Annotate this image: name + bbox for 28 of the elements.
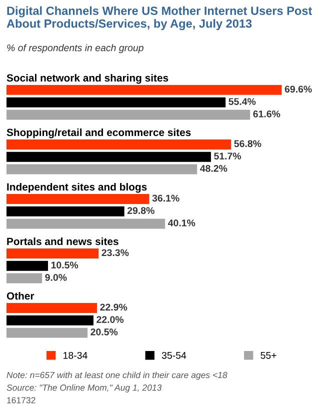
data-label: 20.5% xyxy=(90,328,118,336)
data-label: 48.2% xyxy=(200,164,228,172)
source-note: Source: "The Online Mom," Aug 1, 2013 xyxy=(6,384,162,392)
data-label: 22.9% xyxy=(100,304,128,311)
data-label: 40.1% xyxy=(168,219,196,226)
y-tick-label: Portals and news sites xyxy=(7,237,118,246)
text: Note: n=657 with at least one child in their care ages <18 xyxy=(6,372,228,380)
data-label: 56.8% xyxy=(234,140,262,148)
legend-label: 35-54 xyxy=(162,352,186,359)
text: 161732 xyxy=(7,397,36,404)
data-label: 23.3% xyxy=(102,249,129,256)
data-label: 29.8% xyxy=(127,207,154,214)
data-label: 51.7% xyxy=(214,152,242,160)
data-label: 61.6% xyxy=(253,110,280,118)
data-label: 10.5% xyxy=(51,262,78,268)
legend-label: 18-34 xyxy=(64,352,88,359)
y-tick-label: Other xyxy=(6,292,34,300)
data-label: 9.0% xyxy=(45,274,67,281)
legend-label: 55+ xyxy=(260,352,276,359)
data-label: 36.1% xyxy=(152,194,180,202)
y-tick-label: Shopping/retail and ecommerce sites xyxy=(6,128,191,138)
data-label: 22.0% xyxy=(96,316,124,323)
y-tick-label: Independent sites and blogs xyxy=(7,182,147,193)
data-label: 55.4% xyxy=(228,98,256,105)
y-tick-label: Social network and sharing sites xyxy=(6,74,168,84)
chart-title: Digital Channels Where US Mother Internet Users Post About Products/Services, by Age, July 2013 xyxy=(6,6,312,30)
chart-subtitle: % of respondents in each group xyxy=(7,44,144,54)
data-label: 69.6% xyxy=(284,86,312,93)
